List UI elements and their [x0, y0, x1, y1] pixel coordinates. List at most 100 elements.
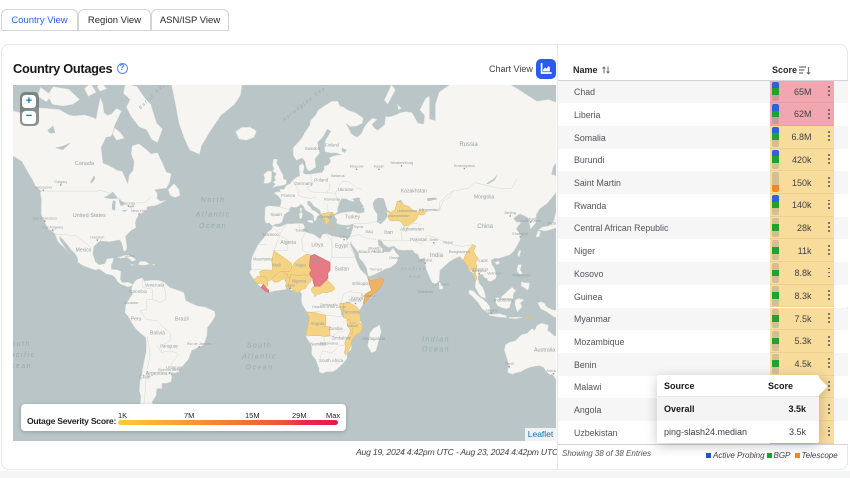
svg-text:Spain: Spain	[270, 212, 282, 217]
svg-text:Los Angeles: Los Angeles	[42, 225, 63, 229]
svg-text:Mongolia: Mongolia	[474, 194, 495, 200]
svg-text:Indian: Indian	[422, 336, 450, 343]
svg-text:Romania: Romania	[324, 196, 341, 201]
svg-text:Libya: Libya	[311, 242, 323, 248]
svg-text:Ocean: Ocean	[13, 363, 32, 370]
svg-text:Turkmenistan: Turkmenistan	[385, 213, 409, 218]
svg-text:Houston: Houston	[90, 235, 104, 239]
svg-text:Sri Lanka: Sri Lanka	[433, 283, 450, 287]
svg-text:Jakarta: Jakarta	[485, 308, 498, 312]
svg-text:Ukraine: Ukraine	[338, 187, 354, 192]
svg-text:Morocco: Morocco	[263, 232, 280, 237]
svg-text:Democratic: Democratic	[321, 303, 338, 307]
svg-text:Argentina: Argentina	[146, 371, 168, 377]
svg-text:Iraq: Iraq	[365, 229, 373, 234]
svg-text:Germany: Germany	[294, 181, 313, 186]
svg-text:India: India	[430, 253, 444, 259]
svg-text:Atlantic: Atlantic	[195, 211, 231, 218]
svg-text:Turkey: Turkey	[345, 214, 361, 220]
svg-text:Australia: Australia	[534, 347, 556, 353]
svg-text:Greece: Greece	[319, 214, 333, 219]
svg-text:Lagos: Lagos	[285, 284, 295, 288]
svg-text:Zimbabwe: Zimbabwe	[332, 335, 352, 340]
svg-text:Bangkok: Bangkok	[472, 269, 487, 273]
svg-text:Madagascar: Madagascar	[362, 336, 386, 341]
svg-text:Riyadh: Riyadh	[368, 247, 380, 251]
svg-text:Calgary: Calgary	[54, 180, 67, 184]
svg-text:Kyrgyzstan: Kyrgyzstan	[419, 207, 439, 212]
svg-text:Oman: Oman	[389, 255, 400, 260]
svg-text:Chile: Chile	[139, 375, 151, 381]
svg-text:Borneo: Borneo	[499, 297, 511, 301]
svg-text:Nigeria: Nigeria	[292, 278, 307, 283]
svg-text:Ocean: Ocean	[245, 365, 273, 372]
svg-text:Kenya: Kenya	[351, 295, 364, 300]
svg-text:Philippines: Philippines	[512, 273, 530, 277]
svg-text:Thailand: Thailand	[473, 266, 488, 271]
svg-text:Uzbekistan: Uzbekistan	[397, 208, 417, 213]
svg-text:Pakistan: Pakistan	[410, 237, 428, 242]
svg-text:South: South	[13, 341, 31, 348]
svg-text:Moscow: Moscow	[350, 165, 364, 169]
svg-text:San Francisco: San Francisco	[33, 217, 57, 221]
svg-text:Laos: Laos	[479, 258, 488, 263]
svg-text:Malawi: Malawi	[347, 324, 358, 328]
svg-text:Kazakhstan: Kazakhstan	[401, 189, 427, 195]
svg-text:Toronto: Toronto	[122, 201, 135, 205]
svg-text:Adelaide: Adelaide	[546, 369, 556, 373]
svg-text:China: China	[477, 224, 493, 230]
svg-text:Tanzania: Tanzania	[343, 310, 360, 315]
svg-text:Delhi: Delhi	[429, 238, 438, 242]
svg-text:Belarus: Belarus	[331, 173, 345, 178]
svg-text:Namibia: Namibia	[310, 342, 326, 347]
svg-text:Krasnoyarsk: Krasnoyarsk	[454, 164, 475, 168]
svg-text:Iran: Iran	[384, 230, 393, 236]
svg-text:Indonesia: Indonesia	[494, 298, 514, 303]
svg-text:South: South	[247, 343, 273, 350]
svg-text:North: North	[201, 197, 226, 204]
svg-text:Vietnam: Vietnam	[487, 271, 501, 275]
svg-text:Mauritania: Mauritania	[253, 257, 273, 262]
svg-text:Atlantic: Atlantic	[241, 354, 277, 361]
svg-text:Ethiopia: Ethiopia	[352, 281, 369, 286]
svg-text:Russia: Russia	[459, 142, 478, 148]
svg-text:Yekaterinburg: Yekaterinburg	[390, 161, 413, 165]
svg-text:Zambia: Zambia	[329, 326, 344, 331]
svg-text:Cuba: Cuba	[125, 253, 135, 258]
svg-text:Chad: Chad	[310, 257, 321, 262]
svg-text:Tunisia: Tunisia	[295, 228, 309, 233]
svg-text:Buenos Aires: Buenos Aires	[158, 368, 180, 372]
svg-text:Niger: Niger	[295, 262, 306, 267]
svg-text:Ocean: Ocean	[199, 223, 227, 230]
svg-text:Cairo: Cairo	[340, 235, 349, 239]
svg-text:Shanghai: Shanghai	[512, 232, 528, 236]
svg-text:Syria: Syria	[354, 224, 364, 229]
svg-text:Ecuador: Ecuador	[124, 300, 140, 305]
svg-text:Bolivia: Bolivia	[150, 331, 165, 337]
svg-text:Uruguay: Uruguay	[166, 365, 183, 370]
svg-text:Maldives: Maldives	[418, 290, 433, 294]
svg-text:Peru: Peru	[131, 317, 142, 323]
svg-text:Beijing: Beijing	[504, 211, 515, 215]
svg-text:Venezuela: Venezuela	[145, 282, 165, 287]
svg-text:Ocean: Ocean	[422, 346, 450, 353]
svg-text:Republic of the Congo: Republic of the Congo	[312, 305, 346, 309]
svg-text:New York: New York	[131, 209, 147, 213]
svg-text:Nairobi: Nairobi	[349, 299, 361, 303]
svg-text:Perth: Perth	[505, 362, 514, 366]
svg-text:Mali: Mali	[272, 262, 280, 267]
svg-text:Bangladesh: Bangladesh	[449, 249, 470, 254]
svg-text:Mexico: Mexico	[76, 248, 92, 254]
svg-text:Colombia: Colombia	[129, 289, 147, 294]
svg-text:Brazil: Brazil	[175, 317, 189, 323]
svg-text:Japan: Japan	[547, 221, 556, 226]
svg-text:Pacific: Pacific	[13, 352, 36, 359]
svg-text:France: France	[281, 193, 296, 198]
svg-text:Arabian: Arabian	[400, 266, 427, 271]
svg-text:Canada: Canada	[75, 161, 95, 167]
svg-text:Egypt: Egypt	[335, 243, 348, 249]
svg-text:Poland: Poland	[314, 177, 329, 182]
svg-text:Botswana: Botswana	[320, 341, 338, 346]
svg-text:Finland: Finland	[325, 143, 339, 148]
svg-text:Rio de Janeiro: Rio de Janeiro	[187, 342, 211, 346]
